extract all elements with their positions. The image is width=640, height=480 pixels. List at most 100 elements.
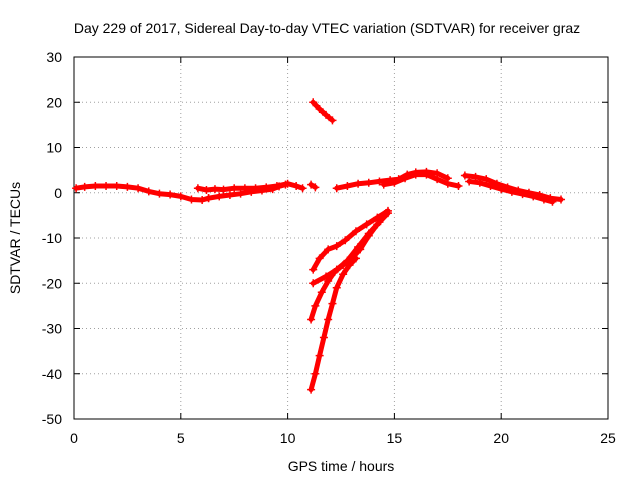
data-point: [343, 181, 352, 190]
data-point: [471, 172, 480, 181]
data-point: [317, 288, 326, 297]
data-point: [230, 184, 239, 193]
y-tick-label: -20: [42, 275, 62, 291]
data-point: [401, 174, 410, 183]
data-point: [202, 186, 211, 195]
data-point: [373, 220, 382, 229]
data-point: [548, 197, 557, 206]
grid: [74, 57, 608, 419]
data-point: [187, 195, 196, 204]
data-point: [298, 184, 307, 193]
data-point: [529, 192, 538, 201]
data-point: [322, 110, 331, 119]
series-rise-c: [307, 209, 390, 324]
ticks: 0 5 10 15 20 25 -50 -40 -30 -20 -10 0 10 20 30: [42, 49, 616, 446]
data-point: [292, 181, 301, 190]
series-baseline-lower: [204, 180, 290, 203]
data-point: [507, 187, 516, 196]
y-tick-label: -40: [42, 366, 62, 382]
data-point: [465, 177, 474, 186]
data-point: [332, 184, 341, 193]
chart-title: Day 229 of 2017, Sidereal Day-to-day VTE…: [74, 20, 580, 36]
data-point: [345, 261, 354, 270]
data-point: [204, 194, 213, 203]
data-point: [311, 369, 320, 378]
data-point: [236, 189, 245, 198]
data-point: [123, 182, 132, 191]
series-short-segment: [307, 180, 320, 192]
data-point: [315, 351, 324, 360]
x-tick-label: 5: [177, 430, 185, 446]
series-upper-arc: [309, 98, 337, 125]
y-axis-label: SDTVAR / TECUs: [7, 182, 23, 294]
data-point: [102, 181, 111, 190]
x-tick-label: 0: [70, 430, 78, 446]
data-point: [351, 254, 360, 263]
x-tick-label: 25: [600, 430, 616, 446]
data-point: [475, 178, 484, 187]
x-axis-label: GPS time / hours: [288, 458, 395, 474]
data-point: [198, 195, 207, 204]
data-point: [330, 267, 339, 276]
data-point: [324, 245, 333, 254]
data-point: [482, 175, 491, 184]
data-point: [557, 195, 566, 204]
data-point: [311, 183, 320, 192]
y-tick-label: -30: [42, 321, 62, 337]
data-point: [518, 190, 527, 199]
data-point: [134, 184, 143, 193]
series-trace: [310, 99, 335, 123]
y-tick-label: 10: [46, 140, 62, 156]
data-point: [311, 301, 320, 310]
data-point: [379, 180, 388, 189]
data-point: [225, 191, 234, 200]
data-point: [257, 186, 266, 195]
data-point: [390, 178, 399, 187]
data-point: [319, 333, 328, 342]
data-point: [328, 299, 337, 308]
data-point: [247, 187, 256, 196]
data-point: [460, 171, 469, 180]
data-point: [354, 179, 363, 188]
data-point: [324, 315, 333, 324]
series-evening-low: [465, 177, 557, 206]
data-point: [112, 181, 121, 190]
data-point: [309, 98, 318, 107]
data-point: [539, 195, 548, 204]
y-tick-label: -10: [42, 230, 62, 246]
data-point: [309, 279, 318, 288]
data-point: [364, 178, 373, 187]
data-point: [486, 181, 495, 190]
data-point: [411, 170, 420, 179]
data-point: [307, 385, 316, 394]
data-point: [144, 187, 153, 196]
series-afternoon-low: [379, 170, 463, 190]
y-tick-label: 0: [54, 185, 62, 201]
data-point: [375, 177, 384, 186]
x-tick-label: 10: [280, 430, 296, 446]
data-point: [176, 192, 185, 201]
data-point: [362, 220, 371, 229]
data-point: [268, 185, 277, 194]
data-point: [307, 315, 316, 324]
y-tick-label: -50: [42, 411, 62, 427]
data-point: [210, 185, 219, 194]
x-tick-label: 15: [387, 430, 403, 446]
data-point: [193, 184, 202, 193]
x-tick-label: 20: [493, 430, 509, 446]
data-point: [341, 236, 350, 245]
data-point: [381, 209, 390, 218]
data-point: [324, 276, 333, 285]
data-point: [422, 170, 431, 179]
data-point: [315, 254, 324, 263]
data-point: [307, 180, 316, 189]
data-point: [433, 175, 442, 184]
data-point: [364, 231, 373, 240]
data-point: [215, 192, 224, 201]
y-tick-label: 20: [46, 94, 62, 110]
data-point: [443, 179, 452, 188]
data-point: [80, 182, 89, 191]
series-layer: [72, 98, 566, 394]
data-point: [219, 185, 228, 194]
